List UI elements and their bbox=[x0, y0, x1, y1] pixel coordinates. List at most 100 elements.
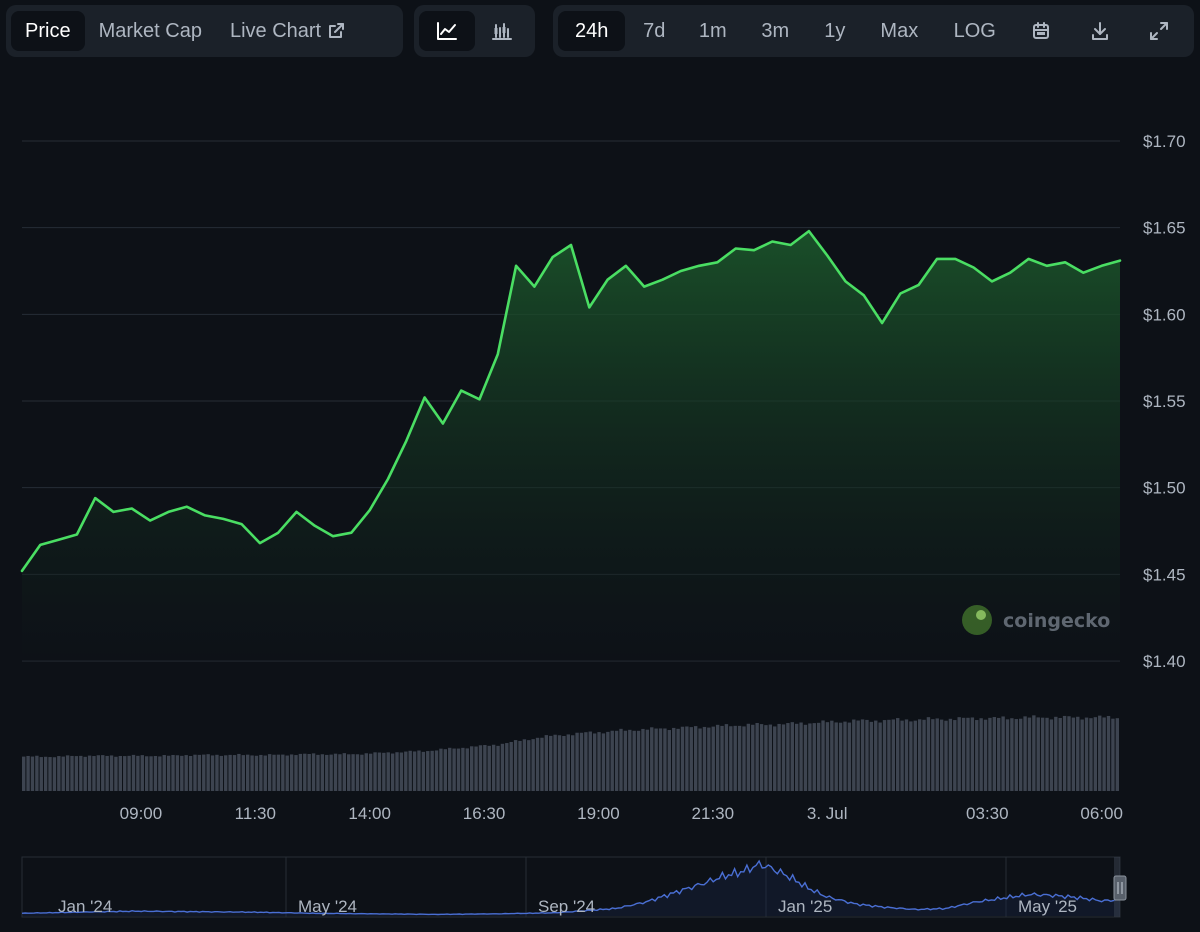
price-line[interactable] bbox=[20, 229, 1122, 573]
volume-bar bbox=[1111, 718, 1115, 791]
volume-bar bbox=[303, 753, 307, 791]
volume-bar bbox=[922, 719, 926, 791]
tab-live-chart-label: Live Chart bbox=[229, 19, 322, 42]
volume-bar bbox=[166, 755, 171, 791]
volume-bar bbox=[237, 753, 241, 791]
volume-bar bbox=[1018, 718, 1023, 791]
volume-bar bbox=[131, 754, 136, 791]
volume-bar bbox=[672, 727, 676, 791]
volume-bar bbox=[860, 719, 865, 791]
volume-bar bbox=[325, 754, 329, 791]
volume-bar bbox=[439, 748, 443, 791]
volume-bar bbox=[584, 732, 588, 791]
calendar-button[interactable] bbox=[1012, 11, 1070, 51]
range-1m-button[interactable]: 1m bbox=[683, 11, 743, 51]
range-max-button[interactable]: Max bbox=[862, 11, 937, 51]
volume-bar bbox=[689, 727, 693, 791]
volume-bar bbox=[812, 723, 816, 791]
volume-bar bbox=[891, 719, 896, 791]
volume-bar bbox=[171, 754, 175, 791]
volume-bar bbox=[592, 733, 597, 791]
volume-bar bbox=[650, 727, 654, 791]
volume-bar bbox=[162, 755, 166, 791]
external-link-icon bbox=[329, 23, 345, 38]
volume-bar bbox=[1036, 717, 1040, 791]
candlestick-chart-button[interactable] bbox=[475, 11, 531, 51]
volume-bar bbox=[193, 754, 197, 791]
navigator-frame bbox=[21, 856, 1121, 918]
volume-bar bbox=[597, 732, 601, 791]
tab-price[interactable]: Price bbox=[11, 11, 85, 51]
volume-bar bbox=[953, 720, 957, 791]
price-chart: $1.70 $1.65 $1.60 $1.55 $1.50 $1.45 $1.40 coin… bbox=[20, 132, 1186, 918]
volume-bar bbox=[628, 729, 632, 791]
volume-bar bbox=[781, 724, 786, 791]
line-chart-button[interactable] bbox=[419, 11, 475, 51]
volume-bar bbox=[636, 730, 641, 791]
volume-bar bbox=[948, 718, 953, 791]
volume-bar bbox=[535, 737, 540, 791]
volume-bar bbox=[377, 752, 382, 791]
navigator-handle[interactable] bbox=[1113, 875, 1127, 901]
volume-bar bbox=[184, 755, 188, 791]
volume-bar bbox=[456, 748, 461, 791]
fullscreen-button[interactable] bbox=[1130, 11, 1190, 51]
download-button[interactable] bbox=[1070, 11, 1130, 51]
volume-bar bbox=[1102, 717, 1106, 791]
volume-bar bbox=[821, 720, 825, 791]
chart-type-group bbox=[414, 5, 535, 57]
volume-bar bbox=[799, 722, 803, 791]
volume-bar bbox=[188, 755, 193, 791]
y-tick-label: $1.45 bbox=[1143, 565, 1186, 584]
volume-bar bbox=[404, 751, 408, 791]
volume-bar bbox=[500, 743, 505, 791]
volume-bar bbox=[931, 719, 935, 791]
volume-bar bbox=[645, 729, 650, 791]
volume-bar bbox=[843, 721, 847, 791]
range-1y-button[interactable]: 1y bbox=[808, 11, 862, 51]
range-3m-button[interactable]: 3m bbox=[743, 11, 808, 51]
volume-bar bbox=[289, 754, 294, 791]
volume-bar bbox=[123, 756, 127, 791]
volume-bar bbox=[263, 755, 267, 791]
volume-bar bbox=[491, 744, 496, 791]
volume-bar bbox=[197, 754, 202, 791]
volume-bar bbox=[1045, 717, 1049, 791]
tab-market-cap[interactable]: Market Cap bbox=[85, 11, 216, 51]
volume-bar bbox=[43, 756, 48, 791]
volume-bar bbox=[623, 730, 628, 791]
volume-bar bbox=[202, 754, 206, 791]
volume-bar bbox=[342, 753, 347, 791]
volume-bar bbox=[1062, 715, 1067, 791]
volume-bar bbox=[1049, 719, 1054, 791]
volume-bar bbox=[478, 745, 483, 791]
volume-bar bbox=[562, 736, 566, 791]
volume-bar bbox=[874, 720, 878, 791]
volume-bar bbox=[285, 755, 289, 791]
log-scale-button[interactable]: LOG bbox=[937, 11, 1012, 51]
volume-bar bbox=[733, 725, 737, 791]
volume-bar bbox=[1084, 717, 1089, 791]
volume-bar bbox=[153, 756, 158, 791]
range-7d-button[interactable]: 7d bbox=[625, 11, 683, 51]
volume-bar bbox=[1098, 715, 1102, 791]
volume-bar bbox=[786, 723, 790, 791]
range-navigator[interactable]: Jan '24 May '24 Sep '24 Jan '25 May '25 bbox=[21, 856, 1127, 918]
y-axis-labels: $1.70 $1.65 $1.60 $1.55 $1.50 $1.45 $1.40 bbox=[1143, 132, 1186, 671]
volume-bar bbox=[505, 743, 509, 791]
volume-bar bbox=[724, 724, 729, 791]
volume-bar bbox=[259, 754, 263, 791]
volume-bar bbox=[698, 728, 702, 791]
x-tick-label: 19:00 bbox=[577, 804, 620, 823]
navigator-tick-label: Jan '24 bbox=[58, 897, 112, 916]
volume-bar bbox=[61, 756, 65, 791]
volume-bar bbox=[224, 755, 228, 791]
range-24h-button[interactable]: 24h bbox=[558, 11, 626, 51]
volume-bar bbox=[30, 756, 35, 791]
tab-live-chart[interactable]: Live Chart bbox=[216, 11, 359, 51]
volume-bar bbox=[307, 753, 311, 791]
volume-bar bbox=[1071, 717, 1076, 791]
volume-bar bbox=[311, 753, 316, 791]
volume-bar bbox=[368, 753, 373, 791]
volume-bar bbox=[1001, 716, 1005, 791]
